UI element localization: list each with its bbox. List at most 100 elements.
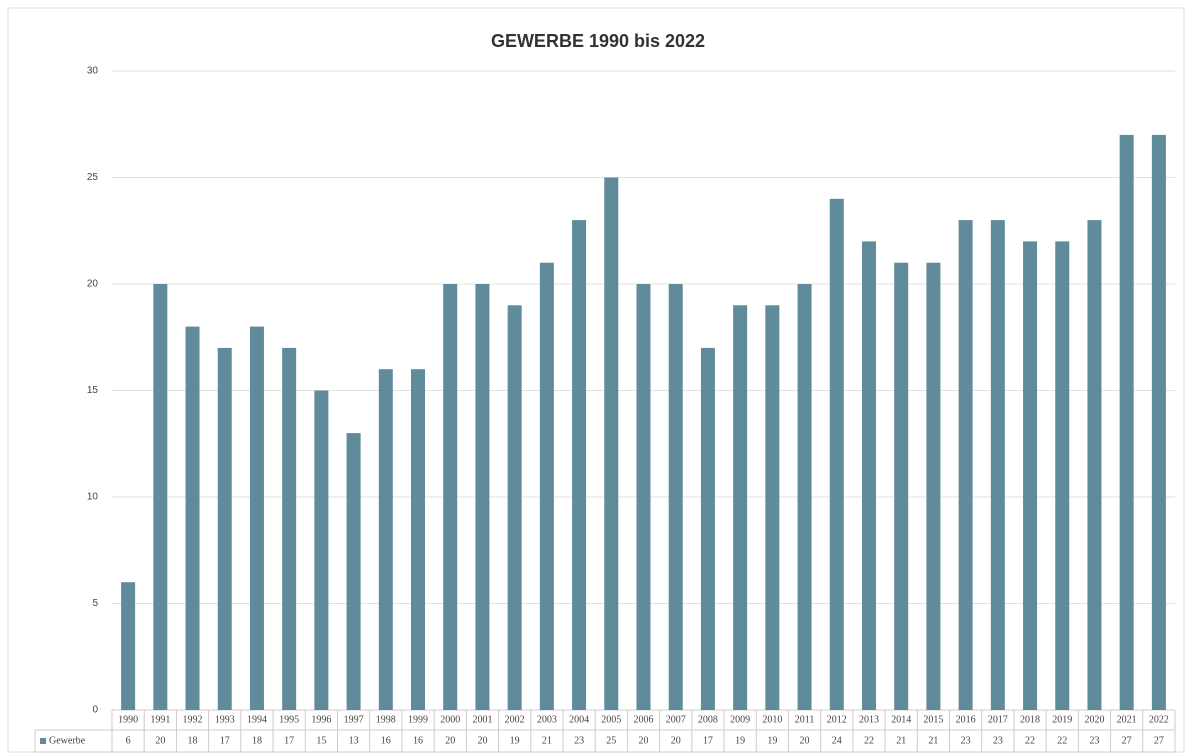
data-table-value: 20: [477, 735, 487, 746]
x-tick-label: 1990: [118, 714, 138, 725]
data-table-value: 16: [381, 735, 391, 746]
x-tick-label: 2019: [1052, 714, 1072, 725]
bar: [411, 369, 426, 710]
x-tick-label: 1998: [376, 714, 396, 725]
x-tick-label: 2005: [601, 714, 621, 725]
y-tick-label: 30: [87, 66, 99, 77]
x-tick-label: 2017: [988, 714, 1008, 725]
data-table-value: 24: [832, 735, 842, 746]
data-table-value: 21: [896, 735, 906, 746]
x-tick-label: 2010: [762, 714, 782, 725]
data-table-value: 23: [961, 735, 971, 746]
data-table-value: 20: [671, 735, 681, 746]
x-tick-label: 2011: [795, 714, 815, 725]
data-table-value: 23: [993, 735, 1003, 746]
y-tick-label: 25: [87, 172, 99, 183]
bar: [314, 390, 329, 710]
data-table-value: 6: [126, 735, 131, 746]
bar: [829, 198, 844, 711]
y-tick-label: 10: [87, 492, 99, 503]
x-tick-label: 1996: [311, 714, 331, 725]
x-tick-label: 2021: [1117, 714, 1137, 725]
bar: [604, 177, 619, 710]
bar: [443, 284, 458, 710]
x-tick-label: 1991: [150, 714, 170, 725]
data-table-value: 19: [767, 735, 777, 746]
x-tick-label: 2015: [923, 714, 943, 725]
bar: [1119, 134, 1134, 710]
data-table-value: 27: [1122, 735, 1132, 746]
x-tick-label: 2002: [505, 714, 525, 725]
x-tick-label: 2008: [698, 714, 718, 725]
data-table-value: 19: [735, 735, 745, 746]
data-table-value: 20: [800, 735, 810, 746]
x-tick-label: 1995: [279, 714, 299, 725]
x-tick-label: 2006: [634, 714, 654, 725]
x-tick-label: 2000: [440, 714, 460, 725]
x-tick-label: 2018: [1020, 714, 1040, 725]
bar: [861, 241, 876, 710]
bar: [346, 433, 361, 710]
x-tick-label: 2020: [1084, 714, 1104, 725]
bar: [539, 262, 554, 710]
y-tick-label: 20: [87, 279, 99, 290]
data-table-value: 23: [574, 735, 584, 746]
data-table-value: 25: [606, 735, 616, 746]
bar: [765, 305, 780, 710]
y-tick-label: 15: [87, 385, 99, 396]
data-table-value: 20: [155, 735, 165, 746]
bar: [958, 220, 973, 710]
bar: [1055, 241, 1070, 710]
x-tick-label: 2009: [730, 714, 750, 725]
bar: [475, 284, 490, 710]
legend-label: Gewerbe: [49, 735, 86, 746]
bar: [121, 582, 136, 710]
x-tick-label: 2016: [956, 714, 976, 725]
x-tick-label: 2001: [472, 714, 492, 725]
x-tick-label: 1994: [247, 714, 267, 725]
data-table-value: 15: [316, 735, 326, 746]
x-tick-label: 2012: [827, 714, 847, 725]
x-tick-label: 1993: [215, 714, 235, 725]
bar: [797, 284, 812, 710]
data-table-value: 23: [1089, 735, 1099, 746]
bar: [668, 284, 683, 710]
bar: [572, 220, 587, 710]
data-table-value: 13: [349, 735, 359, 746]
data-table-value: 18: [252, 735, 262, 746]
x-tick-label: 1997: [344, 714, 364, 725]
bar: [378, 369, 393, 710]
data-table-value: 27: [1154, 735, 1164, 746]
bar: [282, 347, 297, 710]
data-table-value: 22: [864, 735, 874, 746]
chart-title: GEWERBE 1990 bis 2022: [491, 31, 705, 51]
x-tick-label: 2013: [859, 714, 879, 725]
bar: [1151, 134, 1166, 710]
data-table-value: 22: [1057, 735, 1067, 746]
x-tick-label: 2007: [666, 714, 686, 725]
bar: [507, 305, 522, 710]
bar: [153, 284, 168, 710]
data-table-value: 22: [1025, 735, 1035, 746]
bar: [1087, 220, 1102, 710]
bar: [700, 347, 715, 710]
bar: [990, 220, 1005, 710]
x-tick-label: 1999: [408, 714, 428, 725]
bar: [926, 262, 941, 710]
chart-border: [7, 7, 1185, 753]
data-table-value: 17: [703, 735, 713, 746]
bar: [894, 262, 909, 710]
x-tick-label: 2003: [537, 714, 557, 725]
bar: [636, 284, 651, 710]
bar: [185, 326, 200, 710]
y-tick-label: 5: [92, 598, 98, 609]
data-table-value: 18: [188, 735, 198, 746]
x-tick-label: 2014: [891, 714, 911, 725]
data-table-value: 20: [639, 735, 649, 746]
bar: [249, 326, 264, 710]
data-table-value: 17: [284, 735, 294, 746]
x-tick-label: 2004: [569, 714, 589, 725]
y-tick-label: 0: [92, 705, 98, 716]
data-table-value: 16: [413, 735, 423, 746]
